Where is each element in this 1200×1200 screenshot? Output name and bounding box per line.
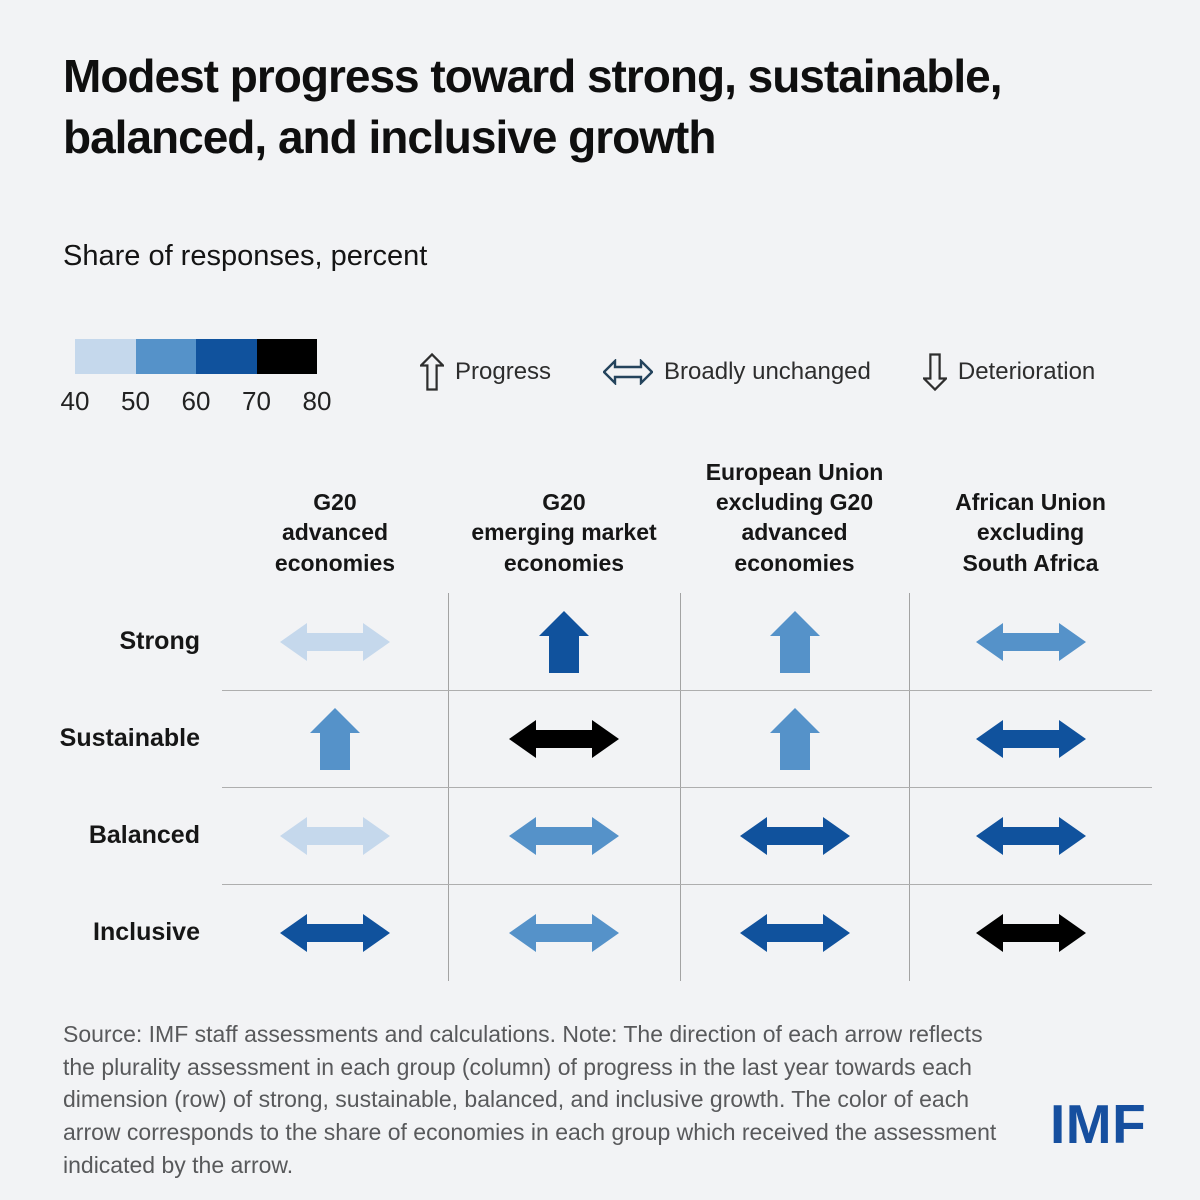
matrix-cell-r2-c3 <box>680 690 909 787</box>
direction-legend-label: Progress <box>455 358 552 385</box>
left-right-arrow-icon <box>975 816 1086 855</box>
color-swatch-70-80 <box>256 339 317 374</box>
matrix-cell-r4-c4 <box>909 884 1152 981</box>
matrix-cell-r4-c3 <box>680 884 909 981</box>
header-spacer <box>60 448 222 593</box>
color-swatch-50-60 <box>135 339 196 374</box>
down-arrow-icon <box>922 353 947 392</box>
matrix-cell-r3-c4 <box>909 787 1152 884</box>
up-arrow-icon <box>539 610 589 673</box>
left-right-arrow-icon <box>739 816 850 855</box>
matrix-cell-r4-c2 <box>448 884 680 981</box>
column-header-line: advanced <box>281 519 389 546</box>
title-line-1: Modest progress toward strong, sustainab… <box>63 50 1003 102</box>
color-swatch-40-50 <box>75 339 136 374</box>
direction-legend-item: Deterioration <box>922 352 1096 392</box>
column-header-line: excluding <box>976 519 1085 546</box>
matrix-cell-r2-c2 <box>448 690 680 787</box>
matrix-cell-r3-c2 <box>448 787 680 884</box>
column-header-line: excluding G20 <box>715 488 874 515</box>
direction-legend-label: Deterioration <box>957 358 1096 385</box>
matrix-cell-r1-c4 <box>909 593 1152 690</box>
column-header-line: European Union <box>705 458 884 485</box>
column-header-line: advanced <box>741 519 848 546</box>
column-header-3: European Union excluding G20 advanced econo… <box>680 448 909 593</box>
matrix-cell-r3-c1 <box>222 787 448 884</box>
direction-legend-item: Broadly unchanged <box>603 358 871 386</box>
column-header-line: South Africa <box>962 549 1099 576</box>
source-note: Source: IMF staff assessments and calcul… <box>63 1021 997 1178</box>
row-label-sustainable: Sustainable <box>59 724 200 752</box>
matrix-cell-r1-c3 <box>680 593 909 690</box>
color-scale-legend: 40 50 60 70 80 <box>61 339 332 416</box>
column-header-line: African Union <box>955 488 1106 515</box>
left-right-arrow-icon <box>509 719 619 758</box>
matrix-cell-r3-c3 <box>680 787 909 884</box>
up-arrow-icon <box>769 707 820 770</box>
color-scale-swatches <box>75 339 317 374</box>
left-right-arrow-icon <box>280 622 390 661</box>
color-scale-tick-80: 80 <box>302 386 332 416</box>
matrix-cell-r1-c2 <box>448 593 680 690</box>
left-right-arrow-icon <box>509 816 619 855</box>
direction-legend-item: Progress <box>420 352 551 392</box>
grid-hline-3 <box>222 884 1152 885</box>
row-label-strong: Strong <box>119 627 200 655</box>
grid-hline-2 <box>222 787 1152 788</box>
left-right-arrow-icon <box>975 719 1086 758</box>
left-right-arrow-icon <box>280 816 390 855</box>
up-arrow-icon <box>310 707 360 770</box>
column-header-line: economies <box>503 549 625 576</box>
chart-subtitle: Share of responses, percent <box>63 240 428 272</box>
column-header-line: emerging market <box>471 519 657 546</box>
row-label-balanced: Balanced <box>88 821 200 849</box>
matrix-cell-r4-c1 <box>222 884 448 981</box>
left-right-arrow-icon <box>975 622 1086 661</box>
color-scale-tick-40: 40 <box>60 386 90 416</box>
left-right-arrow-icon <box>603 359 654 385</box>
page-title: Modest progress toward strong, sustainab… <box>63 46 1153 167</box>
color-swatch-60-70 <box>196 339 257 374</box>
column-header-line: economies <box>274 549 396 576</box>
up-arrow-icon <box>420 352 444 391</box>
left-right-arrow-icon <box>975 913 1086 952</box>
matrix-cell-r1-c1 <box>222 593 448 690</box>
color-scale-ticks: 40 50 60 70 80 <box>61 386 332 416</box>
row-label-inclusive: Inclusive <box>93 918 200 946</box>
title-line-2: balanced, and inclusive growth <box>63 110 716 163</box>
imf-logo: IMF <box>1050 1093 1147 1155</box>
direction-legend-label: Broadly unchanged <box>664 358 871 385</box>
column-header-4: African Union excluding South Africa <box>909 448 1152 593</box>
color-scale-tick-70: 70 <box>242 386 271 416</box>
column-header-1: G20 advanced economies <box>222 448 448 593</box>
direction-legend: Progress Broadly unchanged Deterioration <box>420 350 1095 394</box>
column-header-line: G20 <box>542 488 586 515</box>
matrix-cell-r2-c1 <box>222 690 448 787</box>
color-scale-tick-50: 50 <box>121 386 150 416</box>
left-right-arrow-icon <box>739 913 850 952</box>
assessment-matrix: G20 advanced economies G20 emerging market ec… <box>60 448 1152 981</box>
column-header-line: G20 <box>313 488 357 515</box>
left-right-arrow-icon <box>509 913 619 952</box>
column-header-2: G20 emerging market economies <box>448 448 680 593</box>
matrix-cell-r2-c4 <box>909 690 1152 787</box>
up-arrow-icon <box>769 610 820 673</box>
left-right-arrow-icon <box>280 913 390 952</box>
color-scale-tick-60: 60 <box>181 386 211 416</box>
column-header-line: economies <box>734 549 855 576</box>
grid-hline-1 <box>222 690 1152 691</box>
